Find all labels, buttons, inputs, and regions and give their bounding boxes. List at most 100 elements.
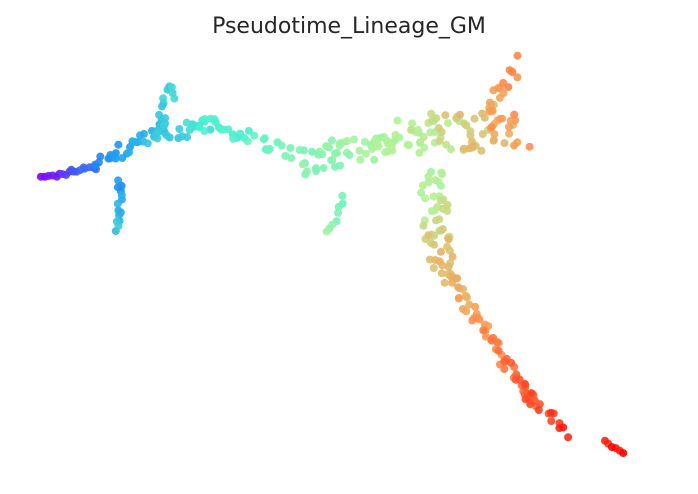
scatter-point	[161, 114, 170, 123]
scatter-point	[424, 231, 433, 240]
scatter-point	[461, 291, 470, 300]
scatter-point	[427, 109, 436, 118]
scatter-point	[527, 389, 536, 398]
scatter-point	[431, 176, 440, 185]
scatter-point	[143, 139, 152, 148]
scatter-point	[435, 137, 444, 146]
scatter-point	[507, 358, 516, 367]
scatter-point	[303, 167, 311, 176]
scatter-point	[155, 110, 164, 119]
scatter-point	[210, 115, 219, 124]
scatter-point	[183, 133, 192, 142]
scatter-point	[327, 136, 336, 145]
scatter-point	[334, 208, 343, 217]
scatter-point	[117, 191, 126, 200]
chart-title: Pseudotime_Lineage_GM	[212, 14, 486, 39]
scatter-point	[175, 125, 184, 133]
scatter-point	[421, 194, 430, 203]
scatter-point	[443, 119, 452, 128]
scatter-point	[136, 131, 144, 140]
scatter-point	[417, 188, 426, 197]
scatter-point	[219, 125, 228, 134]
scatter-point	[513, 51, 522, 60]
scatter-point	[114, 140, 123, 149]
scatter-point	[91, 160, 100, 169]
scatter-point	[525, 142, 534, 151]
scatter-point	[489, 136, 498, 144]
scatter-point	[470, 114, 479, 123]
scatter-point	[426, 128, 435, 137]
scatter-point	[487, 336, 496, 345]
scatter-point	[442, 140, 451, 149]
scatter-point	[499, 89, 508, 98]
scatter-point	[471, 302, 480, 311]
scatter-point	[526, 400, 535, 409]
scatter-point	[414, 125, 422, 134]
scatter-point	[443, 201, 452, 209]
scatter-point	[170, 94, 179, 103]
scatter-point	[250, 131, 259, 140]
scatter-point	[79, 163, 88, 172]
scatter-point	[505, 129, 514, 138]
scatter-point	[515, 375, 524, 384]
scatter-point	[513, 73, 522, 82]
scatter-point	[361, 149, 370, 158]
scatter-point	[469, 142, 478, 151]
scatter-point	[440, 278, 449, 287]
scatter-point	[388, 146, 397, 155]
scatter-point	[69, 167, 78, 176]
scatter-point	[319, 164, 328, 173]
scatter-point	[435, 215, 444, 224]
scatter-point	[448, 278, 457, 287]
scatter-point	[607, 443, 616, 452]
scatter-point	[356, 155, 365, 164]
scatter-point	[445, 246, 454, 255]
scatter-point	[277, 141, 286, 150]
scatter-point	[342, 148, 351, 157]
scatter-point	[488, 107, 497, 115]
scatter-point	[437, 269, 446, 278]
scatter-point	[338, 191, 347, 200]
scatter-point	[420, 143, 429, 152]
scatter-point	[408, 119, 417, 128]
scatter-point	[438, 225, 447, 234]
scatter-point	[308, 147, 316, 156]
scatter-point	[334, 202, 343, 211]
scatter-point	[243, 137, 252, 146]
scatter-point	[601, 436, 609, 445]
scatter-point	[564, 433, 573, 442]
scatter-point	[200, 115, 209, 123]
scatter-point	[118, 154, 127, 162]
scatter-point	[437, 168, 446, 177]
scatter-point	[260, 134, 269, 143]
scatter-point	[160, 121, 169, 130]
scatter-point	[113, 199, 122, 208]
scatter-point	[328, 156, 337, 165]
scatter-point	[393, 116, 402, 125]
scatter-point	[130, 138, 139, 146]
scatter-point	[481, 332, 490, 341]
scatter-point	[162, 131, 171, 140]
scatter-point	[535, 400, 544, 409]
scatter-point	[343, 137, 352, 145]
scatter-point	[336, 161, 345, 170]
scatter-point	[153, 128, 162, 137]
scatter-point	[244, 126, 253, 135]
scatter-point	[485, 98, 494, 107]
scatter-point	[114, 221, 123, 230]
scatter-point	[458, 305, 467, 313]
scatter-point	[436, 196, 445, 205]
scatter-point	[500, 357, 509, 366]
scatter-point	[200, 127, 209, 135]
scatter-point	[448, 252, 457, 261]
scatter-point	[405, 141, 413, 150]
scatter-point	[466, 131, 475, 140]
scatter-point	[424, 172, 433, 181]
scatter-point	[435, 257, 444, 266]
scatter-point	[419, 133, 428, 141]
scatter-point	[328, 220, 337, 229]
scatter-point	[418, 181, 427, 190]
scatter-point	[441, 111, 450, 120]
scatter-point	[419, 221, 428, 230]
scatter-point	[472, 313, 481, 322]
